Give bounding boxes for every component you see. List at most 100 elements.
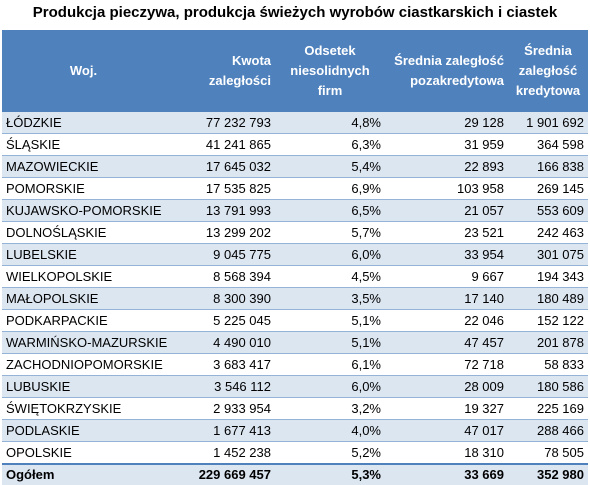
region-cell: KUJAWSKO-POMORSKIE [2,199,165,222]
credit-cell: 180 586 [508,375,588,398]
region-cell: LUBUSKIE [2,375,165,398]
noncredit-cell: 21 057 [385,199,508,222]
region-cell: MAŁOPOLSKIE [2,287,165,310]
noncredit-cell: 17 140 [385,287,508,310]
table-row: POMORSKIE 17 535 825 6,9% 103 958 269 145 [2,177,588,200]
region-cell: PODKARPACKIE [2,309,165,332]
noncredit-cell: 47 017 [385,419,508,442]
percent-cell: 5,7% [275,221,385,244]
total-row: Ogółem 229 669 457 5,3% 33 669 352 980 [2,463,588,485]
region-cell: LUBELSKIE [2,243,165,266]
table-row: KUJAWSKO-POMORSKIE 13 791 993 6,5% 21 057 55… [2,199,588,222]
noncredit-cell: 103 958 [385,177,508,200]
table-row: PODLASKIE 1 677 413 4,0% 47 017 288 466 [2,419,588,442]
header-avg-credit-line: Średnia [524,43,572,58]
header-region: Woj. [2,30,165,112]
amount-cell: 1 452 238 [165,441,275,465]
percent-cell: 6,5% [275,199,385,222]
amount-cell: 13 791 993 [165,199,275,222]
percent-cell: 5,1% [275,331,385,354]
table-row: WIELKOPOLSKIE 8 568 394 4,5% 9 667 194 343 [2,265,588,288]
credit-cell: 201 878 [508,331,588,354]
table-header: Woj. Kwota zaległości Odsetek niesolidny… [2,30,588,112]
region-cell: MAZOWIECKIE [2,155,165,178]
credit-cell: 78 505 [508,441,588,465]
amount-cell: 13 299 202 [165,221,275,244]
amount-cell: 8 568 394 [165,265,275,288]
table-row: ŚWIĘTOKRZYSKIE 2 933 954 3,2% 19 327 225 169 [2,397,588,420]
credit-cell: 301 075 [508,243,588,266]
header-amount-overdue-line: Kwota [232,53,271,68]
noncredit-cell: 33 954 [385,243,508,266]
amount-cell: 8 300 390 [165,287,275,310]
percent-cell: 6,3% [275,133,385,156]
region-cell: ŁÓDZKIE [2,112,165,134]
header-avg-noncredit-debt: Średnia zaległość pozakredytowa [385,30,508,112]
percent-cell: 6,9% [275,177,385,200]
region-cell: POMORSKIE [2,177,165,200]
table-row: PODKARPACKIE 5 225 045 5,1% 22 046 152 122 [2,309,588,332]
total-noncredit: 33 669 [385,463,508,485]
header-avg-noncredit-line: Średnia zaległość [394,53,504,68]
noncredit-cell: 22 893 [385,155,508,178]
percent-cell: 3,5% [275,287,385,310]
region-cell: ZACHODNIOPOMORSKIE [2,353,165,376]
total-percent: 5,3% [275,463,385,485]
noncredit-cell: 9 667 [385,265,508,288]
noncredit-cell: 31 959 [385,133,508,156]
header-unreliable-firms-line: niesolidnych [290,63,370,78]
table-row: ŚLĄSKIE 41 241 865 6,3% 31 959 364 598 [2,133,588,156]
header-avg-noncredit-line: pozakredytowa [410,73,504,88]
noncredit-cell: 29 128 [385,112,508,134]
credit-cell: 269 145 [508,177,588,200]
header-amount-overdue-line: zaległości [208,73,271,88]
noncredit-cell: 19 327 [385,397,508,420]
percent-cell: 3,2% [275,397,385,420]
region-cell: DOLNOŚLĄSKIE [2,221,165,244]
header-avg-credit-line: kredytowa [515,83,581,98]
noncredit-cell: 47 457 [385,331,508,354]
credit-cell: 225 169 [508,397,588,420]
table-row: MAŁOPOLSKIE 8 300 390 3,5% 17 140 180 489 [2,287,588,310]
total-credit: 352 980 [508,463,588,485]
credit-cell: 180 489 [508,287,588,310]
total-amount: 229 669 457 [165,463,275,485]
credit-cell: 553 609 [508,199,588,222]
amount-cell: 2 933 954 [165,397,275,420]
table-row: WARMIŃSKO-MAZURSKIE 4 490 010 5,1% 47 457 20… [2,331,588,354]
table-row: MAZOWIECKIE 17 645 032 5,4% 22 893 166 838 [2,155,588,178]
credit-cell: 288 466 [508,419,588,442]
table-body: ŁÓDZKIE 77 232 793 4,8% 29 128 1 901 692 ŚLĄ… [2,112,588,465]
noncredit-cell: 28 009 [385,375,508,398]
percent-cell: 6,1% [275,353,385,376]
table-row: ZACHODNIOPOMORSKIE 3 683 417 6,1% 72 718 58 … [2,353,588,376]
noncredit-cell: 18 310 [385,441,508,465]
percent-cell: 6,0% [275,375,385,398]
data-table: Woj. Kwota zaległości Odsetek niesolidny… [2,30,588,485]
region-cell: ŚWIĘTOKRZYSKIE [2,397,165,420]
amount-cell: 5 225 045 [165,309,275,332]
amount-cell: 3 546 112 [165,375,275,398]
percent-cell: 4,8% [275,112,385,134]
header-row: Woj. Kwota zaległości Odsetek niesolidny… [2,30,588,112]
percent-cell: 5,2% [275,441,385,465]
header-unreliable-firms-line: firm [317,83,343,98]
percent-cell: 5,1% [275,309,385,332]
total-label: Ogółem [2,463,165,485]
percent-cell: 5,4% [275,155,385,178]
table-footer: Ogółem 229 669 457 5,3% 33 669 352 980 [2,463,588,485]
region-cell: OPOLSKIE [2,441,165,465]
amount-cell: 17 535 825 [165,177,275,200]
credit-cell: 242 463 [508,221,588,244]
header-unreliable-firms-line: Odsetek [304,43,356,58]
region-cell: ŚLĄSKIE [2,133,165,156]
header-avg-credit-line: zaległość [518,63,578,78]
noncredit-cell: 72 718 [385,353,508,376]
table-row: OPOLSKIE 1 452 238 5,2% 18 310 78 505 [2,441,588,465]
region-cell: WARMIŃSKO-MAZURSKIE [2,331,167,354]
percent-cell: 4,0% [275,419,385,442]
table-title: Produkcja pieczywa, produkcja świeżych w… [32,4,558,21]
credit-cell: 194 343 [508,265,588,288]
noncredit-cell: 23 521 [385,221,508,244]
